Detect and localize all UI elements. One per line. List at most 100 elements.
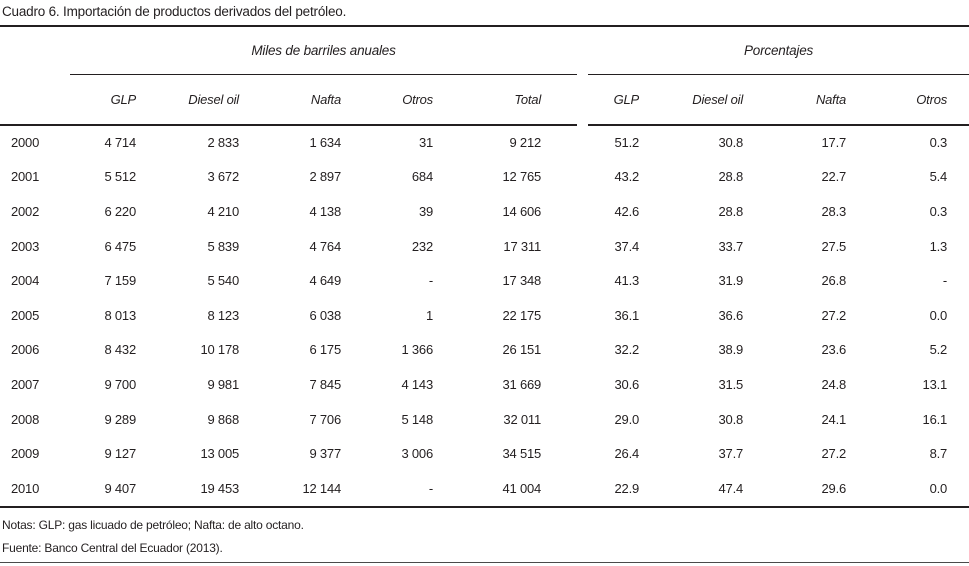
column-header-otros: Otros <box>355 74 447 126</box>
source-text: Fuente: Banco Central del Ecuador (2013)… <box>2 540 223 555</box>
value-cell: 9 981 <box>207 376 239 392</box>
column-header-pct-nafta: Nafta <box>765 74 869 126</box>
table-row: 2001 5 512 3 672 2 897 684 12 765 43.2 2… <box>0 160 969 195</box>
group-header-percentages: Porcentajes <box>588 27 969 75</box>
value-cell: 5 540 <box>207 273 239 289</box>
value-cell: 41.3 <box>614 273 640 289</box>
value-cell: 41 004 <box>502 480 542 496</box>
value-cell: 4 764 <box>309 238 341 254</box>
table-row: 2010 9 407 19 453 12 144 - 41 004 22.9 4… <box>0 471 969 506</box>
figure-bottom-rule <box>0 561 969 563</box>
value-cell: 4 210 <box>207 203 239 219</box>
value-cell: 31.9 <box>718 273 744 289</box>
table-row: 2000 4 714 2 833 1 634 31 9 212 51.2 30.… <box>0 125 969 160</box>
gap-cell <box>577 402 588 437</box>
gap-cell <box>577 367 588 402</box>
value-cell: 9 127 <box>104 446 136 462</box>
value-cell: 1 634 <box>309 135 341 151</box>
value-cell: 8 013 <box>104 307 136 323</box>
value-cell: 0.0 <box>929 307 948 323</box>
value-cell: 0.3 <box>929 203 948 219</box>
value-cell: 9 377 <box>309 446 341 462</box>
value-cell: 32 011 <box>503 411 542 427</box>
value-cell: 2 897 <box>309 169 341 185</box>
value-cell: 34 515 <box>502 446 542 462</box>
value-cell: 4 143 <box>401 376 433 392</box>
value-cell: 37.7 <box>718 446 744 462</box>
value-cell: 33.7 <box>718 238 744 254</box>
value-cell: 5 512 <box>104 169 136 185</box>
value-cell: 22.7 <box>821 169 847 185</box>
value-cell: 26.4 <box>614 446 640 462</box>
table-row: 2008 9 289 9 868 7 706 5 148 32 011 29.0… <box>0 402 969 437</box>
column-header-total: Total <box>447 74 578 126</box>
gap-cell <box>577 298 588 333</box>
column-header-year <box>0 74 70 126</box>
value-cell: 7 706 <box>309 411 341 427</box>
value-cell: 22.9 <box>614 480 640 496</box>
table-row: 2006 8 432 10 178 6 175 1 366 26 151 32.… <box>0 333 969 368</box>
year-cell: 2001 <box>11 169 40 185</box>
value-cell: 8 123 <box>207 307 239 323</box>
value-cell: 1.3 <box>929 238 948 254</box>
value-cell: 6 175 <box>309 342 341 358</box>
gap-cell <box>577 229 588 264</box>
value-cell: 32.2 <box>614 342 640 358</box>
value-cell: - <box>428 273 433 289</box>
value-cell: 9 289 <box>104 411 136 427</box>
table-body: 2000 4 714 2 833 1 634 31 9 212 51.2 30.… <box>0 125 969 506</box>
value-cell: 0.0 <box>929 480 948 496</box>
year-cell: 2004 <box>11 273 40 289</box>
gap-cell <box>577 125 588 160</box>
year-cell: 2005 <box>11 307 40 323</box>
value-cell: 27.2 <box>821 307 847 323</box>
value-cell: 0.3 <box>929 135 948 151</box>
value-cell: 36.1 <box>614 307 640 323</box>
value-cell: 42.6 <box>614 203 640 219</box>
table-row: 2005 8 013 8 123 6 038 1 22 175 36.1 36.… <box>0 298 969 333</box>
value-cell: 30.6 <box>614 376 640 392</box>
value-cell: 29.6 <box>821 480 847 496</box>
value-cell: 14 606 <box>502 203 542 219</box>
value-cell: 1 366 <box>401 342 433 358</box>
group-gap-spacer <box>577 27 588 74</box>
gap-cell <box>577 160 588 195</box>
year-cell: 2003 <box>11 238 40 254</box>
value-cell: 27.5 <box>821 238 847 254</box>
group-gap-spacer <box>577 74 588 125</box>
group-header-barrels: Miles de barriles anuales <box>70 27 578 75</box>
value-cell: 17.7 <box>821 135 847 151</box>
year-column-spacer <box>0 27 70 74</box>
value-cell: 9 868 <box>207 411 239 427</box>
gap-cell <box>577 333 588 368</box>
value-cell: 4 649 <box>309 273 341 289</box>
value-cell: 4 138 <box>309 203 341 219</box>
value-cell: 9 212 <box>509 135 542 151</box>
value-cell: 26.8 <box>821 273 847 289</box>
year-cell: 2010 <box>11 480 40 496</box>
value-cell: 4 714 <box>104 135 136 151</box>
value-cell: 31 <box>418 135 433 151</box>
value-cell: 3 672 <box>207 169 239 185</box>
value-cell: 9 407 <box>104 480 136 496</box>
table-bottom-rule <box>0 505 969 508</box>
value-cell: 5.4 <box>929 169 948 185</box>
value-cell: 232 <box>411 238 433 254</box>
table-row: 2009 9 127 13 005 9 377 3 006 34 515 26.… <box>0 436 969 471</box>
notes-text: Notas: GLP: gas licuado de petróleo; Naf… <box>2 517 304 532</box>
gap-cell <box>577 194 588 229</box>
value-cell: 24.8 <box>821 376 847 392</box>
value-cell: 51.2 <box>614 135 640 151</box>
table-row: 2007 9 700 9 981 7 845 4 143 31 669 30.6… <box>0 367 969 402</box>
value-cell: 2 833 <box>207 135 239 151</box>
value-cell: - <box>428 480 433 496</box>
value-cell: 37.4 <box>614 238 640 254</box>
group-header-row: Miles de barriles anuales Porcentajes <box>0 27 969 75</box>
year-cell: 2008 <box>11 411 40 427</box>
value-cell: 6 475 <box>104 238 136 254</box>
gap-cell <box>577 436 588 471</box>
column-header-nafta: Nafta <box>253 74 355 126</box>
value-cell: 17 311 <box>503 238 542 254</box>
value-cell: 36.6 <box>718 307 744 323</box>
value-cell: 30.8 <box>718 411 744 427</box>
